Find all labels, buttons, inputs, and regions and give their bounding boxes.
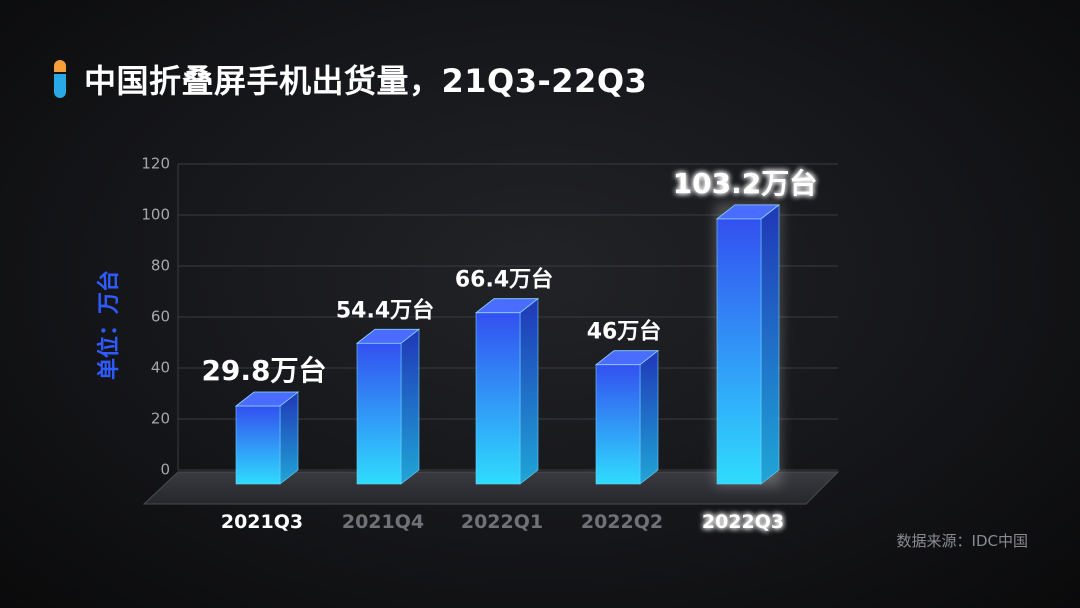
bar-front [595,364,641,485]
bar-2021Q3 [234,391,300,485]
title-marker-icon [54,60,66,98]
y-tick-label: 120 [141,155,170,173]
bar-2022Q1 [474,298,540,485]
data-label: 29.8万台 [201,354,326,387]
bar-side [760,204,780,485]
source-note: 数据来源：IDC中国 [896,532,1028,550]
bar-top [474,298,540,314]
data-label: 103.2万台 [673,167,818,200]
y-tick-label: 0 [160,461,170,479]
y-tick-label: 20 [151,410,170,428]
bar-2022Q3 [715,202,781,486]
y-tick-label: 100 [141,206,170,224]
y-tick-label: 80 [151,257,170,275]
bar-side [400,328,420,485]
y-tick-label: 60 [151,308,170,326]
y-axis-label: 单位：万台 [96,270,122,380]
bar-front [356,342,402,485]
x-tick-label: 2022Q2 [581,511,663,533]
bar-front [716,218,762,485]
bar-front [475,312,521,485]
data-label: 54.4万台 [336,297,434,323]
x-tick-label: 2021Q4 [342,511,424,533]
bar-side [519,298,539,485]
data-label: 46万台 [587,319,662,345]
bar-side [279,391,299,485]
bar-side [639,350,659,485]
data-label: 66.4万台 [455,267,553,293]
bar-top [355,328,421,344]
bar-2021Q4 [355,328,421,485]
bar-front [235,405,281,485]
bar-top [715,204,781,220]
x-tick-label: 2022Q1 [461,511,543,533]
bar-top [234,391,300,407]
page-title: 中国折叠屏手机出货量，21Q3-22Q3 [84,62,648,100]
y-tick-label: 40 [151,359,170,377]
bar-2022Q2 [594,350,660,485]
x-tick-label: 2021Q3 [221,511,303,533]
x-tick-label: 2022Q3 [702,511,784,533]
bar-top [594,350,660,366]
